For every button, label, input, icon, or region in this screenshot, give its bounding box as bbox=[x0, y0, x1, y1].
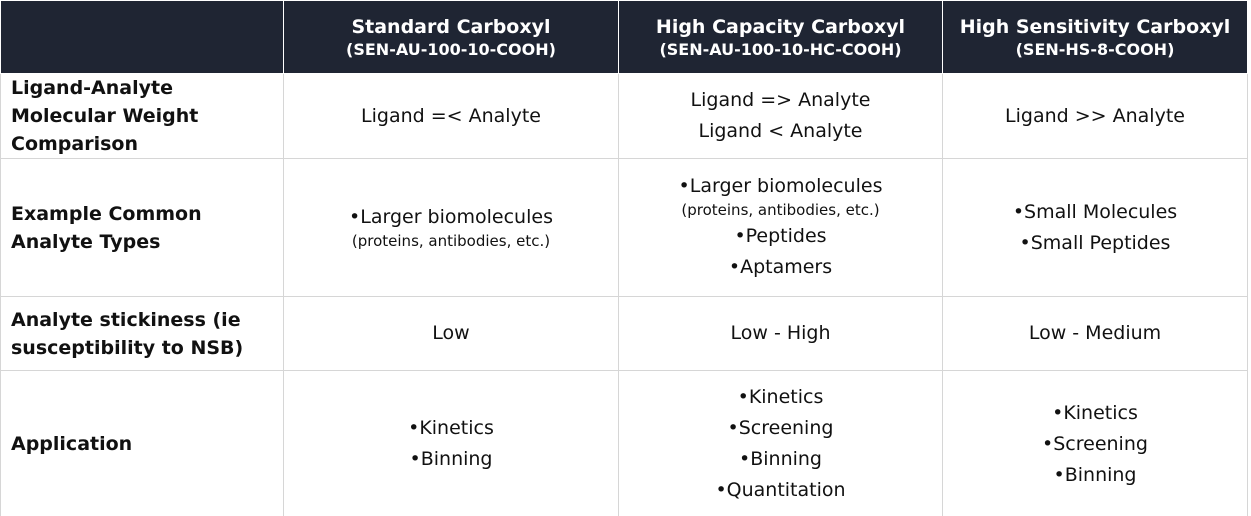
table-cell: •Kinetics •Binning bbox=[283, 370, 619, 516]
cell-line: •Larger biomolecules bbox=[349, 205, 553, 228]
column-code: (SEN-HS-8-COOH) bbox=[1015, 39, 1175, 59]
cell-line: •Binning bbox=[1053, 463, 1137, 486]
cell-line: Ligand >> Analyte bbox=[1005, 104, 1185, 127]
cell-line: Ligand < Analyte bbox=[698, 120, 863, 142]
cell-line: •Quantitation bbox=[715, 479, 846, 501]
table-cell: Low - High bbox=[618, 296, 943, 371]
row-label: Example Common Analyte Types bbox=[0, 158, 284, 297]
cell-line: •Screening bbox=[727, 417, 834, 439]
cell-line: •Aptamers bbox=[728, 255, 833, 278]
cell-line: Low - High bbox=[730, 322, 831, 344]
cell-line: •Kinetics bbox=[737, 386, 824, 408]
column-code: (SEN-AU-100-10-HC-COOH) bbox=[659, 39, 902, 59]
cell-detail: (proteins, antibodies, etc.) bbox=[351, 231, 551, 250]
cell-detail: (proteins, antibodies, etc.) bbox=[681, 200, 880, 219]
cell-line: •Binning bbox=[739, 448, 822, 470]
cell-line: •Screening bbox=[1042, 432, 1148, 455]
cell-line: Low bbox=[432, 322, 470, 344]
cell-line: Ligand => Analyte bbox=[690, 89, 871, 111]
header-cell: Standard Carboxyl (SEN-AU-100-10-COOH) bbox=[283, 0, 619, 74]
column-code: (SEN-AU-100-10-COOH) bbox=[346, 39, 556, 59]
cell-line: •Binning bbox=[409, 448, 493, 470]
table-cell: •Kinetics •Screening •Binning bbox=[942, 370, 1248, 516]
corner-cell bbox=[0, 0, 284, 74]
header-cell: High Sensitivity Carboxyl (SEN-HS-8-COOH) bbox=[942, 0, 1248, 74]
table-row: Analyte stickiness (ie susceptibility to… bbox=[0, 296, 1248, 371]
cell-line: •Peptides bbox=[734, 224, 827, 247]
table-header: Standard Carboxyl (SEN-AU-100-10-COOH) Hi… bbox=[0, 0, 1248, 74]
column-title: High Sensitivity Carboxyl bbox=[959, 15, 1231, 38]
table-cell: •Kinetics •Screening •Binning •Quantitation bbox=[618, 370, 943, 516]
row-label: Application bbox=[0, 370, 284, 516]
table-cell: •Larger biomolecules (proteins, antibodie… bbox=[618, 158, 943, 297]
table-cell: Ligand =< Analyte bbox=[283, 73, 619, 159]
table-cell: Low bbox=[283, 296, 619, 371]
header-cell: High Capacity Carboxyl (SEN-AU-100-10-HC-… bbox=[618, 0, 943, 74]
table-row: Ligand-Analyte Molecular Weight Comparis… bbox=[0, 73, 1248, 159]
table-cell: Low - Medium bbox=[942, 296, 1248, 371]
cell-line: •Kinetics bbox=[1052, 401, 1138, 424]
column-title: High Capacity Carboxyl bbox=[655, 15, 906, 38]
table-body: Ligand-Analyte Molecular Weight Comparis… bbox=[0, 73, 1248, 516]
cell-line: •Small Molecules bbox=[1012, 200, 1178, 223]
table-row: Example Common Analyte Types •Larger biom… bbox=[0, 158, 1248, 297]
table-cell: Ligand >> Analyte bbox=[942, 73, 1248, 159]
row-label: Ligand-Analyte Molecular Weight Comparis… bbox=[0, 73, 284, 159]
cell-line: Low - Medium bbox=[1028, 322, 1162, 344]
cell-line: •Larger biomolecules bbox=[678, 174, 883, 197]
header-row: Standard Carboxyl (SEN-AU-100-10-COOH) Hi… bbox=[0, 0, 1248, 74]
column-title: Standard Carboxyl bbox=[351, 15, 551, 38]
table-row: Application •Kinetics •Binning •Kinetics •Sc… bbox=[0, 370, 1248, 516]
cell-line: Ligand =< Analyte bbox=[361, 104, 541, 127]
table-cell: •Small Molecules •Small Peptides bbox=[942, 158, 1248, 297]
table-cell: Ligand => Analyte Ligand < Analyte bbox=[618, 73, 943, 159]
table-cell: •Larger biomolecules (proteins, antibodie… bbox=[283, 158, 619, 297]
cell-line: •Small Peptides bbox=[1019, 231, 1171, 254]
row-label: Analyte stickiness (ie susceptibility to… bbox=[0, 296, 284, 371]
cell-line: •Kinetics bbox=[408, 417, 494, 439]
